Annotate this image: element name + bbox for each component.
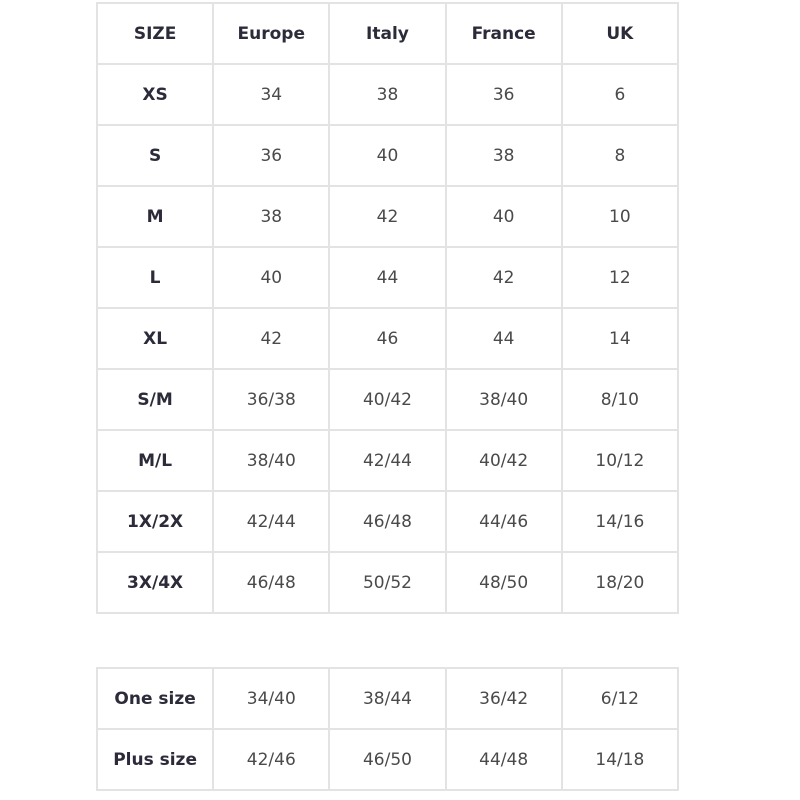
- header-row: SIZE Europe Italy France UK: [95, 2, 680, 65]
- column-header: France: [444, 2, 563, 65]
- size-value-cell: 40: [444, 185, 563, 248]
- size-value-cell: 40/42: [444, 429, 563, 492]
- size-value-cell: 40/42: [328, 368, 447, 431]
- column-header: SIZE: [95, 2, 215, 65]
- size-label-cell: XS: [95, 63, 215, 126]
- size-value-cell: 34: [212, 63, 331, 126]
- size-value-cell: 14/18: [560, 728, 680, 791]
- size-value-cell: 46/50: [328, 728, 447, 791]
- size-value-cell: 8: [560, 124, 680, 187]
- size-value-cell: 36/42: [444, 667, 563, 730]
- size-value-cell: 14: [560, 307, 680, 370]
- size-value-cell: 36/38: [212, 368, 331, 431]
- size-value-cell: 14/16: [560, 490, 680, 553]
- size-value-cell: 18/20: [560, 551, 680, 614]
- size-value-cell: 8/10: [560, 368, 680, 431]
- table-row: One size 34/40 38/44 36/42 6/12: [95, 667, 680, 730]
- special-size-table: One size 34/40 38/44 36/42 6/12 Plus size 42/4…: [95, 667, 680, 791]
- table-row: XL 42 46 44 14: [95, 307, 680, 370]
- column-header: Italy: [328, 2, 447, 65]
- size-value-cell: 46: [328, 307, 447, 370]
- table-row: 3X/4X 46/48 50/52 48/50 18/20: [95, 551, 680, 614]
- size-value-cell: 10/12: [560, 429, 680, 492]
- size-value-cell: 10: [560, 185, 680, 248]
- size-conversion-table: SIZE Europe Italy France UK XS 34 38 36 6 S 36 40 38 8…: [95, 2, 680, 614]
- size-label-cell: S/M: [95, 368, 215, 431]
- size-value-cell: 42: [444, 246, 563, 309]
- size-value-cell: 36: [212, 124, 331, 187]
- size-label-cell: Plus size: [95, 728, 215, 791]
- size-value-cell: 34/40: [212, 667, 331, 730]
- size-value-cell: 6: [560, 63, 680, 126]
- size-label-cell: S: [95, 124, 215, 187]
- size-value-cell: 6/12: [560, 667, 680, 730]
- size-value-cell: 42/46: [212, 728, 331, 791]
- size-value-cell: 48/50: [444, 551, 563, 614]
- size-label-cell: 1X/2X: [95, 490, 215, 553]
- size-value-cell: 42: [212, 307, 331, 370]
- table-row: Plus size 42/46 46/50 44/48 14/18: [95, 728, 680, 791]
- table-row: M/L 38/40 42/44 40/42 10/12: [95, 429, 680, 492]
- size-value-cell: 38: [328, 63, 447, 126]
- size-value-cell: 44: [444, 307, 563, 370]
- size-value-cell: 44/48: [444, 728, 563, 791]
- size-value-cell: 44/46: [444, 490, 563, 553]
- size-label-cell: L: [95, 246, 215, 309]
- size-value-cell: 38: [444, 124, 563, 187]
- column-header: Europe: [212, 2, 331, 65]
- table-row: M 38 42 40 10: [95, 185, 680, 248]
- size-value-cell: 44: [328, 246, 447, 309]
- size-value-cell: 38/40: [444, 368, 563, 431]
- size-value-cell: 38: [212, 185, 331, 248]
- table-row: L 40 44 42 12: [95, 246, 680, 309]
- size-value-cell: 12: [560, 246, 680, 309]
- table-row: S 36 40 38 8: [95, 124, 680, 187]
- table-row: S/M 36/38 40/42 38/40 8/10: [95, 368, 680, 431]
- size-value-cell: 46/48: [212, 551, 331, 614]
- size-value-cell: 50/52: [328, 551, 447, 614]
- table-row: XS 34 38 36 6: [95, 63, 680, 126]
- size-label-cell: M/L: [95, 429, 215, 492]
- size-value-cell: 42/44: [328, 429, 447, 492]
- size-value-cell: 42: [328, 185, 447, 248]
- size-label-cell: One size: [95, 667, 215, 730]
- size-value-cell: 40: [212, 246, 331, 309]
- size-value-cell: 46/48: [328, 490, 447, 553]
- size-value-cell: 40: [328, 124, 447, 187]
- size-label-cell: XL: [95, 307, 215, 370]
- size-value-cell: 42/44: [212, 490, 331, 553]
- column-header: UK: [560, 2, 680, 65]
- size-value-cell: 38/40: [212, 429, 331, 492]
- size-value-cell: 38/44: [328, 667, 447, 730]
- size-value-cell: 36: [444, 63, 563, 126]
- size-label-cell: 3X/4X: [95, 551, 215, 614]
- size-label-cell: M: [95, 185, 215, 248]
- table-row: 1X/2X 42/44 46/48 44/46 14/16: [95, 490, 680, 553]
